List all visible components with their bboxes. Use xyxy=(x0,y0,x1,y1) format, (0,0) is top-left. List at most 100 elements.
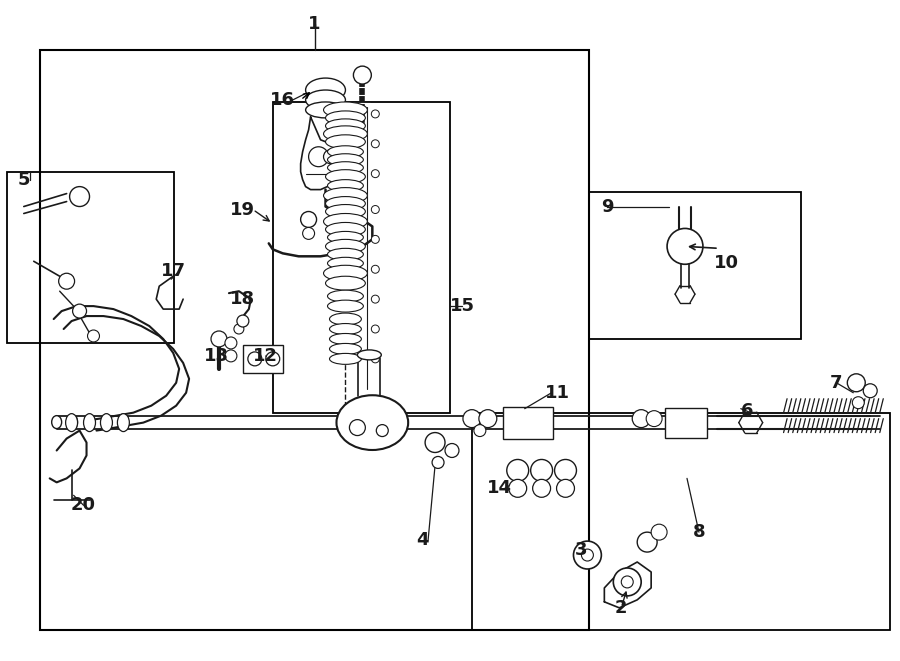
Circle shape xyxy=(531,459,553,481)
Circle shape xyxy=(73,304,86,318)
Circle shape xyxy=(266,352,280,366)
Ellipse shape xyxy=(326,204,365,219)
Text: 17: 17 xyxy=(161,262,185,280)
Text: 19: 19 xyxy=(230,200,256,219)
Ellipse shape xyxy=(51,416,61,428)
Circle shape xyxy=(301,212,317,227)
Circle shape xyxy=(425,432,445,453)
Text: 3: 3 xyxy=(575,541,588,559)
Ellipse shape xyxy=(323,102,367,118)
Circle shape xyxy=(234,324,244,334)
Circle shape xyxy=(847,374,865,392)
Circle shape xyxy=(372,170,379,178)
Circle shape xyxy=(667,229,703,264)
Ellipse shape xyxy=(329,323,362,334)
Text: 10: 10 xyxy=(715,254,739,272)
Ellipse shape xyxy=(328,231,364,243)
Text: 11: 11 xyxy=(545,384,570,402)
Circle shape xyxy=(554,459,577,481)
Ellipse shape xyxy=(326,223,365,237)
Text: 7: 7 xyxy=(830,373,842,392)
Circle shape xyxy=(573,541,601,569)
Text: 9: 9 xyxy=(601,198,614,215)
Circle shape xyxy=(225,350,237,362)
Circle shape xyxy=(58,273,75,289)
Ellipse shape xyxy=(326,239,365,253)
Text: 8: 8 xyxy=(693,523,706,541)
Circle shape xyxy=(637,532,657,552)
Ellipse shape xyxy=(357,350,382,360)
Circle shape xyxy=(372,110,379,118)
Text: 13: 13 xyxy=(203,347,229,365)
Circle shape xyxy=(852,397,864,408)
Circle shape xyxy=(479,410,497,428)
Circle shape xyxy=(581,549,593,561)
Ellipse shape xyxy=(329,313,362,325)
Ellipse shape xyxy=(326,135,365,149)
Ellipse shape xyxy=(326,170,365,184)
Ellipse shape xyxy=(328,146,364,158)
Ellipse shape xyxy=(323,214,367,229)
Ellipse shape xyxy=(306,78,346,102)
Bar xyxy=(7,172,175,343)
Circle shape xyxy=(372,206,379,214)
Bar xyxy=(590,192,800,339)
Text: 2: 2 xyxy=(615,599,627,617)
Text: 18: 18 xyxy=(230,290,256,308)
Ellipse shape xyxy=(117,414,130,432)
Ellipse shape xyxy=(101,414,112,432)
Circle shape xyxy=(372,355,379,363)
Text: 12: 12 xyxy=(253,347,278,365)
Ellipse shape xyxy=(103,415,111,429)
Bar xyxy=(273,102,450,412)
Circle shape xyxy=(69,186,89,206)
Ellipse shape xyxy=(328,154,364,166)
Text: 16: 16 xyxy=(270,91,295,109)
Circle shape xyxy=(613,568,641,596)
Ellipse shape xyxy=(323,188,367,204)
Circle shape xyxy=(372,295,379,303)
Ellipse shape xyxy=(323,126,367,142)
Circle shape xyxy=(376,424,388,436)
Circle shape xyxy=(533,479,551,497)
Bar xyxy=(40,50,590,630)
Circle shape xyxy=(372,265,379,273)
Circle shape xyxy=(432,457,444,469)
Ellipse shape xyxy=(306,90,346,110)
Circle shape xyxy=(372,325,379,333)
Circle shape xyxy=(309,147,328,167)
Circle shape xyxy=(372,235,379,243)
Circle shape xyxy=(556,479,574,497)
Text: 5: 5 xyxy=(17,171,30,188)
Text: 15: 15 xyxy=(449,297,474,315)
Circle shape xyxy=(302,227,315,239)
Text: 1: 1 xyxy=(309,15,320,33)
Ellipse shape xyxy=(86,415,94,429)
Ellipse shape xyxy=(66,414,77,432)
Ellipse shape xyxy=(84,414,95,432)
Circle shape xyxy=(863,384,878,398)
Text: 6: 6 xyxy=(741,402,753,420)
Ellipse shape xyxy=(328,249,364,260)
Circle shape xyxy=(248,352,262,366)
Ellipse shape xyxy=(326,276,365,290)
Ellipse shape xyxy=(328,180,364,192)
Bar xyxy=(472,412,890,630)
Bar xyxy=(665,408,706,438)
Circle shape xyxy=(225,337,237,349)
Ellipse shape xyxy=(328,257,364,269)
Ellipse shape xyxy=(328,300,364,312)
Ellipse shape xyxy=(328,162,364,174)
Circle shape xyxy=(372,140,379,148)
Ellipse shape xyxy=(328,290,364,302)
Circle shape xyxy=(646,410,662,426)
Text: 14: 14 xyxy=(487,479,512,497)
Ellipse shape xyxy=(323,265,367,281)
Circle shape xyxy=(87,330,100,342)
Circle shape xyxy=(463,410,481,428)
Ellipse shape xyxy=(326,196,365,210)
Ellipse shape xyxy=(329,354,362,364)
Circle shape xyxy=(652,524,667,540)
Ellipse shape xyxy=(326,111,365,125)
Ellipse shape xyxy=(329,334,362,344)
